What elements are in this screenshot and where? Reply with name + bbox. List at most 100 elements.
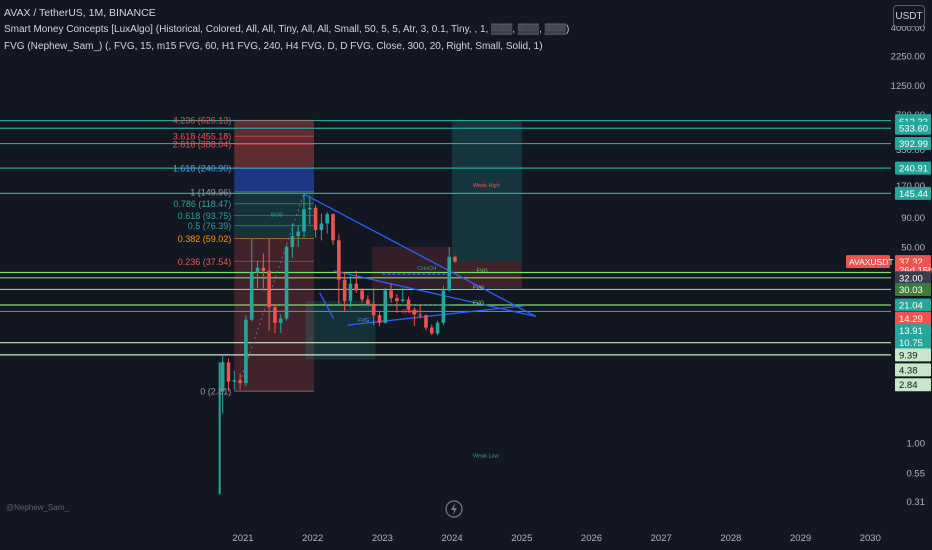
candle-body[interactable] xyxy=(400,299,405,301)
price-tag-label: 240.91 xyxy=(899,164,928,175)
y-tick-label: 170.00 xyxy=(896,181,925,192)
candle-body[interactable] xyxy=(267,270,271,308)
candle-body[interactable] xyxy=(371,304,376,316)
price-tag-box xyxy=(895,121,931,135)
chart-annotation: BOS xyxy=(271,212,283,218)
y-tick-label: 4000.00 xyxy=(891,23,925,34)
fib-level-label: 0.618 (93.75) xyxy=(178,211,232,221)
demand-zone xyxy=(305,300,376,360)
fib-level-label: 0.236 (37.54) xyxy=(178,257,232,267)
fib-level-label: 3.618 (455.18) xyxy=(173,132,232,142)
candle-body[interactable] xyxy=(255,267,260,273)
price-tag-label: 30.03 xyxy=(899,285,923,296)
candle-body[interactable] xyxy=(383,290,388,323)
candle-body[interactable] xyxy=(395,298,399,301)
price-tag-box xyxy=(895,186,931,200)
y-tick-label: 2250.00 xyxy=(891,52,925,63)
candle-body[interactable] xyxy=(348,283,353,301)
x-tick-label: 2029 xyxy=(790,533,811,544)
candle-body[interactable] xyxy=(232,380,237,382)
candle-body[interactable] xyxy=(296,231,300,237)
candle-body[interactable] xyxy=(278,318,283,323)
y-tick-label: 0.31 xyxy=(907,497,926,508)
price-tag-label: 21.04 xyxy=(899,300,923,311)
candle-body[interactable] xyxy=(354,283,359,291)
chart-annotation: FVG xyxy=(473,285,484,291)
indicator-fvg-legend[interactable]: FVG (Nephew_Sam_) (, FVG, 15, m15 FVG, 6… xyxy=(4,41,543,52)
price-tag-box xyxy=(895,271,931,285)
price-tag-box xyxy=(895,324,931,338)
candle-body[interactable] xyxy=(412,309,417,315)
x-tick-label: 2026 xyxy=(581,533,602,544)
wedge-left-line[interactable] xyxy=(319,292,335,319)
fib-level-label: 0.5 (76.39) xyxy=(188,221,232,231)
stop-zone xyxy=(452,261,522,289)
candle-body[interactable] xyxy=(273,307,277,323)
x-tick-label: 2028 xyxy=(720,533,741,544)
chart-annotation: FVG xyxy=(358,318,369,324)
candle-body[interactable] xyxy=(424,315,428,328)
candle-body[interactable] xyxy=(290,236,295,247)
symbol-title[interactable]: AVAX / TetherUS, 1M, BINANCE xyxy=(4,7,156,19)
price-tag-label: 14.29 xyxy=(899,314,923,325)
y-tick-label: 90.00 xyxy=(901,213,925,224)
candle-body[interactable] xyxy=(331,214,335,241)
candle-body[interactable] xyxy=(377,315,382,323)
candle-body[interactable] xyxy=(435,322,440,334)
price-tag-label: 9.39 xyxy=(899,350,918,361)
candle-body[interactable] xyxy=(325,214,330,224)
fib-level-label: 4.236 (626.13) xyxy=(173,116,232,126)
price-tag-box xyxy=(895,311,931,325)
candle-body[interactable] xyxy=(406,299,411,310)
candle-body[interactable] xyxy=(238,380,242,384)
tradingview-logo-icon xyxy=(445,500,463,518)
candle-body[interactable] xyxy=(307,207,312,210)
candle-body[interactable] xyxy=(453,256,457,262)
chart-annotation: Weak High xyxy=(473,183,500,189)
price-tag-box xyxy=(895,348,931,362)
candle-body[interactable] xyxy=(220,362,225,392)
candle-body[interactable] xyxy=(389,290,393,299)
target-zone xyxy=(452,120,522,262)
y-tick-label: 1250.00 xyxy=(891,81,925,92)
candle-body[interactable] xyxy=(337,240,341,280)
candle-body[interactable] xyxy=(447,256,451,291)
supply-zone xyxy=(371,246,453,289)
price-tag-label: 392.99 xyxy=(899,139,928,150)
y-tick-label: 0.55 xyxy=(907,468,926,479)
ascending-trendline[interactable] xyxy=(347,304,526,326)
price-tag-label: 533.60 xyxy=(899,124,928,135)
price-tag-box xyxy=(895,161,931,175)
candle-body[interactable] xyxy=(319,223,324,231)
symbol-tag-label: AVAXUSDT xyxy=(849,257,894,267)
candle-body[interactable] xyxy=(366,299,370,305)
candle-body[interactable] xyxy=(249,272,254,320)
candle-body[interactable] xyxy=(429,327,434,334)
y-tick-label: 50.00 xyxy=(901,242,925,253)
price-tag-box xyxy=(895,298,931,312)
x-tick-label: 2025 xyxy=(511,533,532,544)
candle-body[interactable] xyxy=(313,207,318,231)
candle-body[interactable] xyxy=(244,319,248,384)
candle-body[interactable] xyxy=(342,279,347,301)
price-tag-label: 26d 15h xyxy=(899,266,932,277)
fib-diagonal-line xyxy=(239,193,305,382)
currency-button[interactable]: USDT xyxy=(893,5,925,27)
descending-trendline[interactable] xyxy=(301,192,537,317)
price-tag-label: 37.32 xyxy=(899,257,923,268)
chart-annotation: Weak Low xyxy=(473,453,499,459)
candle-body[interactable] xyxy=(261,267,266,271)
price-tag-label: 10.75 xyxy=(899,338,923,349)
candle-body[interactable] xyxy=(418,314,422,316)
chart-annotation: CHoCH xyxy=(417,266,436,272)
candle-body[interactable] xyxy=(360,290,364,300)
x-tick-label: 2023 xyxy=(372,533,393,544)
indicator-smc-legend[interactable]: Smart Money Concepts [LuxAlgo] (Historic… xyxy=(4,24,570,35)
candle-body[interactable] xyxy=(302,209,306,232)
candle-body[interactable] xyxy=(284,246,289,319)
fib-level-label: 1 (149.96) xyxy=(190,187,231,197)
candle-body[interactable] xyxy=(441,290,446,323)
candle-body[interactable] xyxy=(226,362,231,382)
